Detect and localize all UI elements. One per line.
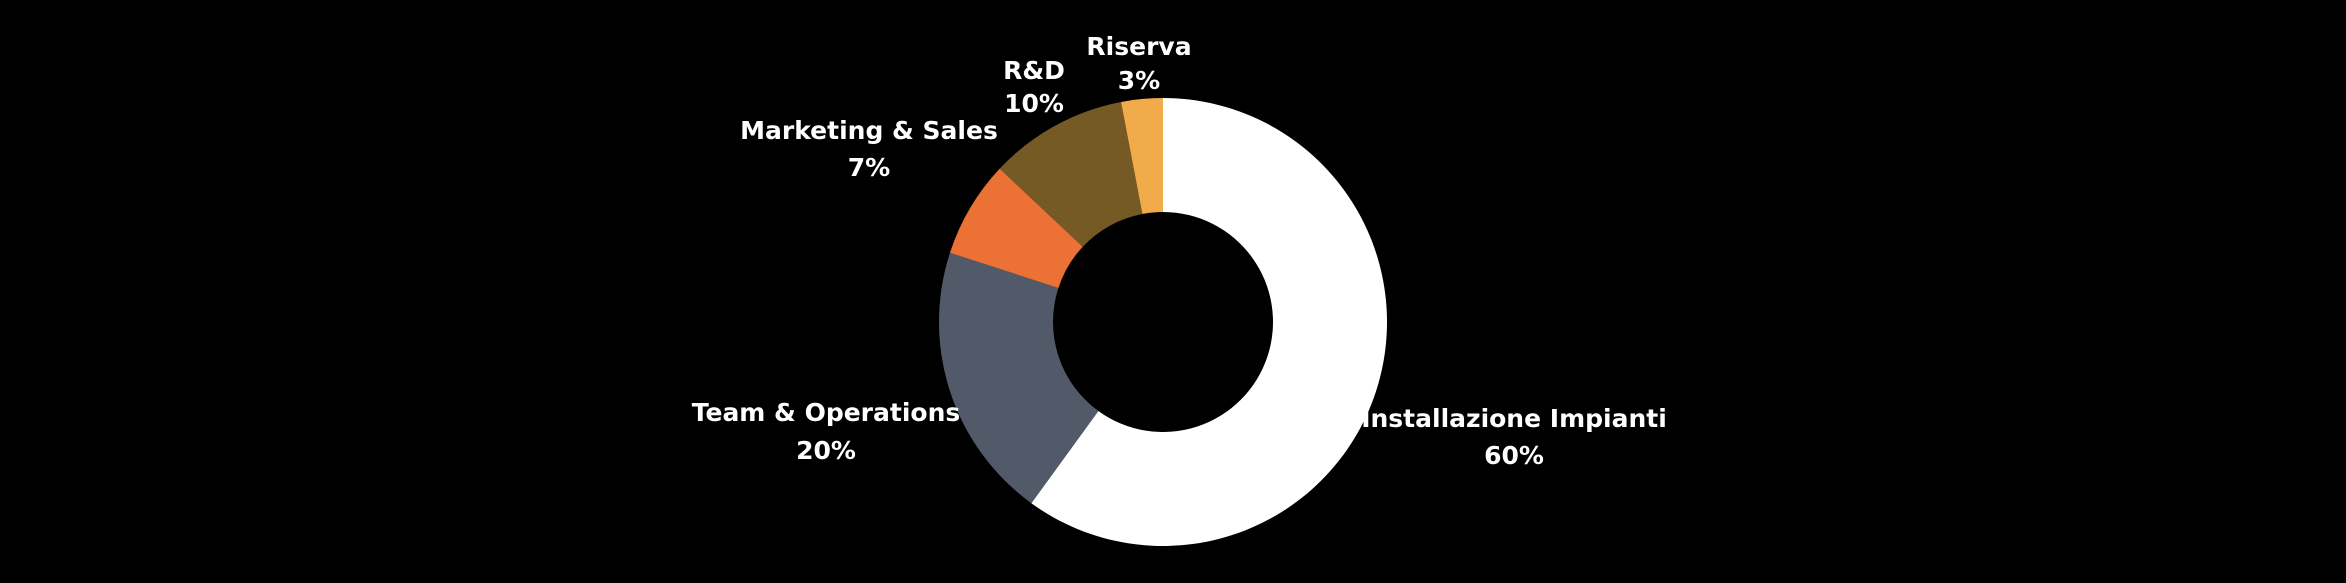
label-marketing-and-sales: Marketing & Sales	[740, 116, 998, 145]
slice-marketing-and-sales	[949, 168, 1083, 289]
value-label-team-and-operations: 20%	[796, 436, 856, 465]
label-team-and-operations: Team & Operations	[692, 398, 961, 427]
slice-randd	[999, 101, 1143, 247]
value-label-marketing-and-sales: 7%	[848, 153, 890, 182]
value-label-installazione-impianti: 60%	[1484, 441, 1544, 470]
label-riserva: Riserva	[1086, 32, 1191, 61]
donut-labels: Installazione Impianti 60% Team & Operatio…	[692, 32, 1667, 470]
label-installazione-impianti: Installazione Impianti	[1361, 404, 1667, 433]
slice-team-and-operations	[939, 252, 1099, 504]
slice-installazione-impianti	[1031, 98, 1387, 546]
slice-riserva	[1121, 98, 1163, 214]
label-randd: R&D	[1003, 56, 1065, 85]
donut-slices	[939, 98, 1387, 546]
value-label-riserva: 3%	[1118, 66, 1160, 95]
value-label-randd: 10%	[1004, 89, 1064, 118]
